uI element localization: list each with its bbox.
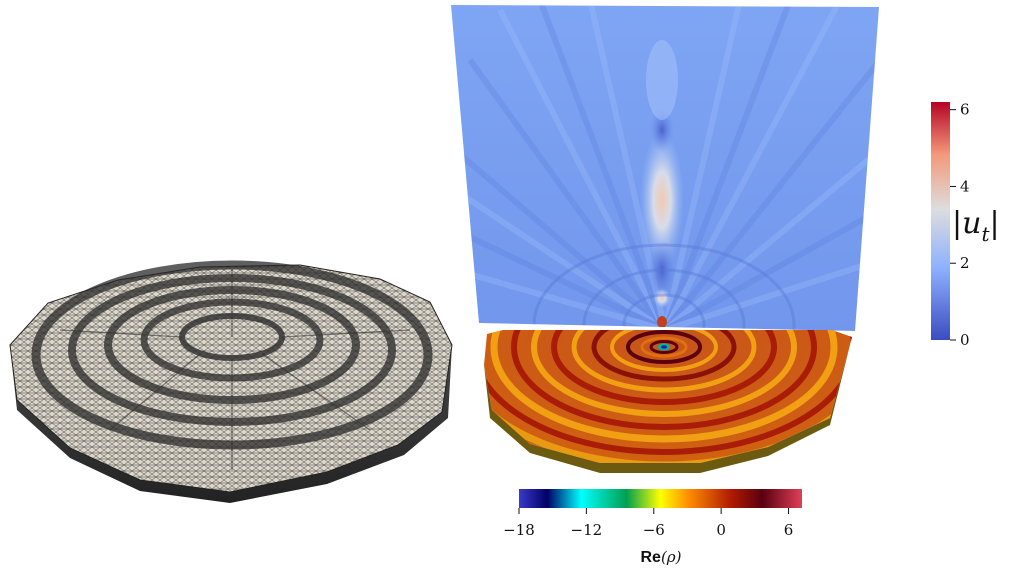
re-label-symbol: (ρ)	[661, 548, 682, 566]
ut-bar-right: |	[989, 206, 999, 241]
ut-field-slice	[451, 5, 879, 331]
colorbar-ut-gradient	[931, 102, 950, 340]
ut-bar-left: |	[952, 206, 962, 241]
re-tick-label-4: 6	[784, 521, 794, 539]
re-label-prefix: Re	[641, 549, 662, 566]
colorbar-ut-label: |ut|	[952, 206, 1000, 246]
ut-tick-label-0: 0	[960, 331, 970, 349]
re-tick-label-3: 0	[716, 521, 726, 539]
ut-label-sub: t	[981, 222, 990, 246]
re-tick-label-0: −18	[503, 521, 535, 539]
re-tick-label-1: −12	[571, 521, 603, 539]
ut-tick-label-2: 4	[960, 177, 970, 195]
ut-tick-label-3: 6	[960, 101, 970, 119]
colorbar-re-label: Re(ρ)	[641, 548, 682, 566]
re-rho-disc	[484, 330, 852, 473]
colorbar-re: −18 −12 −6 0 6 Re(ρ)	[503, 489, 802, 566]
re-tick-label-2: −6	[643, 521, 665, 539]
ut-tick-label-1: 2	[960, 254, 970, 272]
ut-label-main: u	[962, 206, 981, 241]
mesh-disc	[9, 260, 453, 503]
colorbar-re-gradient	[519, 489, 802, 508]
